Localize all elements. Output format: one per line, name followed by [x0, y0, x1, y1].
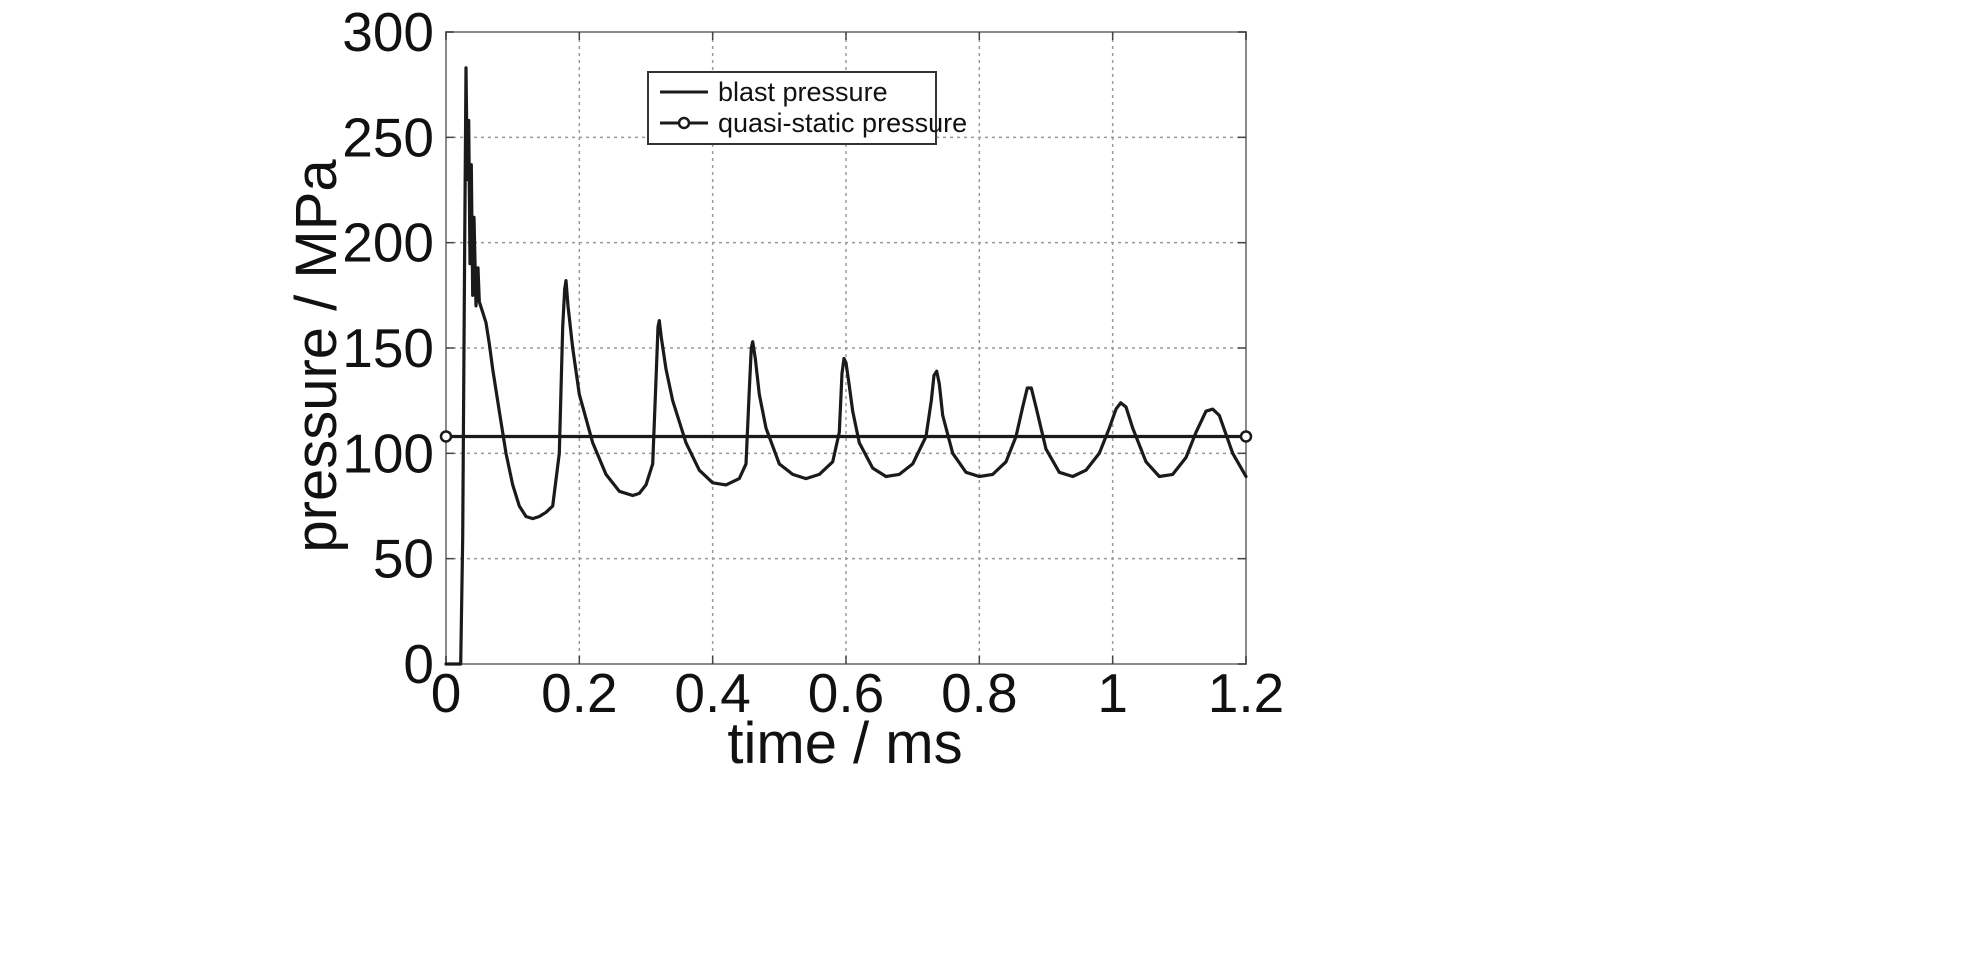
x-tick-labels: 0 0.2 0.4 0.6 0.8 1 1.2 — [431, 662, 1285, 724]
series-marker — [439, 430, 453, 443]
y-tick-label: 0 — [403, 633, 434, 695]
data-series — [439, 66, 1253, 666]
y-tick-label: 50 — [373, 528, 434, 590]
series-line-blast-pressure — [444, 66, 1248, 666]
y-tick-label: 150 — [342, 317, 434, 379]
x-tick-label: 0 — [431, 662, 462, 724]
y-tick-labels: 0 50 100 150 200 250 300 — [342, 1, 434, 695]
legend: blast pressure quasi-static pressure — [647, 71, 967, 145]
y-tick-label: 200 — [342, 212, 434, 274]
y-tick-label: 250 — [342, 106, 434, 168]
legend-box — [647, 71, 937, 145]
x-tick-label: 1.2 — [1208, 662, 1284, 724]
y-tick-label: 300 — [342, 1, 434, 63]
x-tick-label: 0.2 — [541, 662, 617, 724]
legend-label-blast-pressure: blast pressure — [718, 77, 888, 107]
series-marker — [1239, 430, 1253, 443]
x-tick-label: 0.6 — [808, 662, 884, 724]
y-axis-title: pressure / MPa — [284, 159, 349, 553]
x-axis-title: time / ms — [727, 711, 962, 776]
x-tick-label: 1 — [1097, 662, 1128, 724]
legend-label-quasi-static-pressure: quasi-static pressure — [718, 108, 967, 138]
x-tick-label: 0.8 — [941, 662, 1017, 724]
y-tick-label: 100 — [342, 422, 434, 484]
x-tick-label: 0.4 — [674, 662, 750, 724]
legend-marker-quasi-static-pressure — [677, 116, 691, 130]
